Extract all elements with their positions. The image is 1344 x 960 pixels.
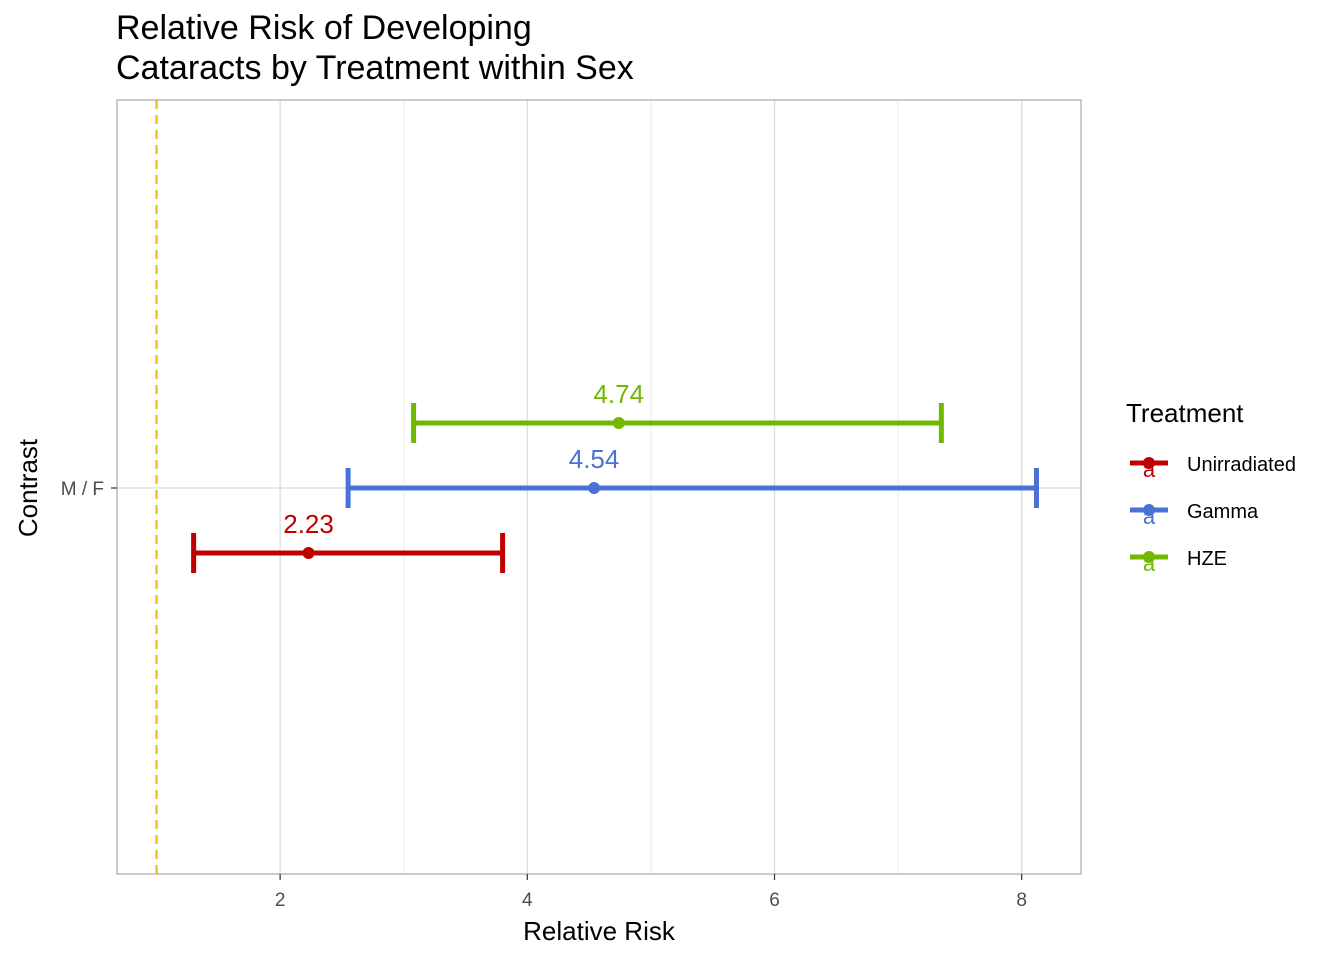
x-tick-label: 4 bbox=[522, 890, 533, 911]
y-tick-label: M / F bbox=[61, 479, 104, 500]
legend-item-unirradiated: a Unirradiated bbox=[1130, 454, 1296, 482]
chart-title-line-2: Cataracts by Treatment within Sex bbox=[116, 49, 634, 87]
estimate-point bbox=[302, 547, 315, 559]
estimate-label: 4.74 bbox=[593, 379, 644, 409]
legend-key-point bbox=[1143, 551, 1155, 563]
legend-key-point bbox=[1143, 457, 1155, 469]
legend-item-gamma: a Gamma bbox=[1130, 501, 1259, 529]
x-tick-label: 8 bbox=[1016, 890, 1027, 911]
legend-key-glyph: a bbox=[1143, 457, 1156, 482]
chart-title-line-1: Relative Risk of Developing bbox=[116, 9, 532, 47]
x-tick-label: 6 bbox=[769, 890, 780, 911]
data-marks: 2.23 4.54 4.74 bbox=[191, 379, 1040, 573]
legend-label: Unirradiated bbox=[1187, 454, 1296, 476]
chart-title: Relative Risk of Developing Cataracts by… bbox=[116, 8, 634, 88]
estimate-label: 4.54 bbox=[569, 444, 620, 474]
errorbar-hze: 4.74 bbox=[411, 379, 944, 443]
errorbar-gamma: 4.54 bbox=[345, 444, 1040, 508]
errorbar-unirradiated: 2.23 bbox=[191, 509, 506, 573]
legend-key-glyph: a bbox=[1143, 551, 1156, 576]
legend-label: HZE bbox=[1187, 548, 1227, 570]
estimate-point bbox=[588, 482, 601, 494]
estimate-point bbox=[612, 417, 625, 429]
legend-key-glyph: a bbox=[1143, 504, 1156, 529]
legend-key-point bbox=[1143, 504, 1155, 516]
legend-title: Treatment bbox=[1126, 398, 1244, 428]
panel-border bbox=[116, 99, 1082, 875]
estimate-label: 2.23 bbox=[283, 509, 334, 539]
legend-label: Gamma bbox=[1187, 501, 1259, 523]
legend: Treatment a Unirradiated a Gamma a HZE bbox=[1126, 398, 1296, 576]
x-axis-title: Relative Risk bbox=[523, 916, 676, 946]
y-axis-title: Contrast bbox=[13, 438, 43, 537]
legend-item-hze: a HZE bbox=[1130, 548, 1227, 576]
x-tick-label: 2 bbox=[275, 890, 286, 911]
axes: 2 4 6 8 M / F Relative Risk Contrast bbox=[13, 438, 1027, 946]
